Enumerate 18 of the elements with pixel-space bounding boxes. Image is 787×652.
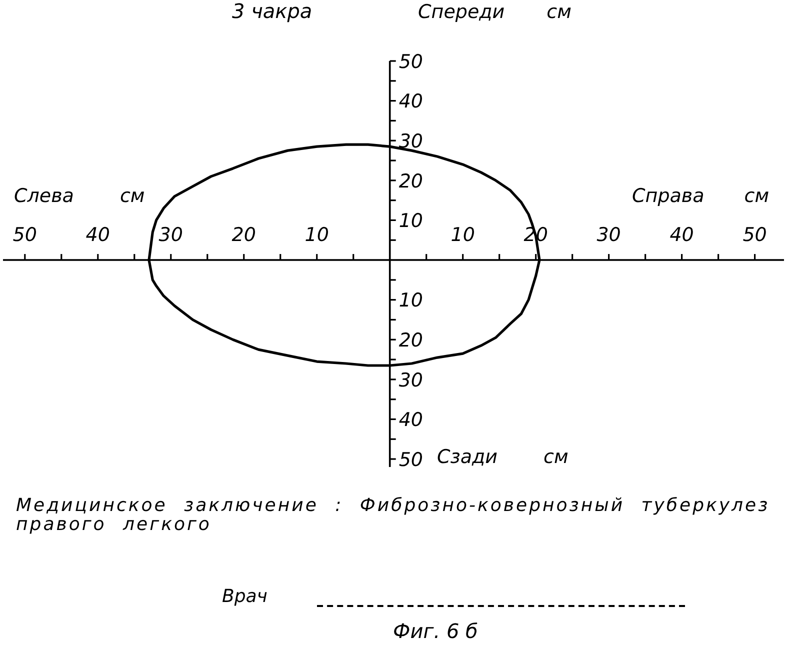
x-tick-label: 40 [670, 224, 694, 246]
y-tick-label: 40 [398, 90, 424, 113]
y-tick-label: 50 [398, 50, 424, 73]
y-tick-label: 50 [398, 448, 424, 471]
chart-title: 3 чакра [232, 0, 312, 23]
annotation: Слева см [14, 185, 145, 207]
text: Медицинское заключение : Фиброзно-ковернозный туберкулез правого легкого [16, 495, 771, 535]
x-tick-label: 30 [596, 224, 621, 246]
y-axis-title: Спереди см [418, 1, 572, 23]
x-tick-label: 40 [86, 224, 110, 246]
text: Врач [222, 586, 268, 607]
x-axis-title: Справа см [632, 185, 770, 207]
annotation: Сзади см [437, 446, 568, 468]
y-tick-label: 40 [398, 409, 424, 432]
x-tick-label: 50 [12, 224, 37, 246]
text: Фиг. 6 б [393, 619, 478, 643]
y-tick-label: 30 [398, 369, 424, 392]
x-tick-label: 50 [742, 224, 767, 246]
